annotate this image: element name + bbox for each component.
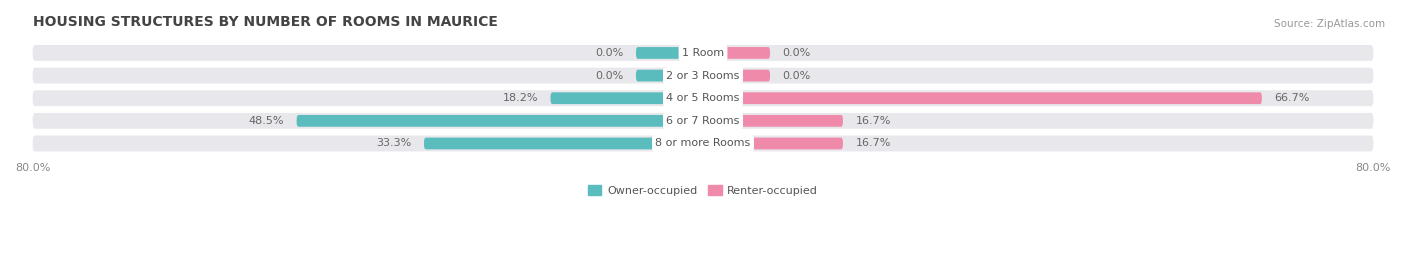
FancyBboxPatch shape: [32, 136, 1374, 151]
Text: 1 Room: 1 Room: [682, 48, 724, 58]
Text: HOUSING STRUCTURES BY NUMBER OF ROOMS IN MAURICE: HOUSING STRUCTURES BY NUMBER OF ROOMS IN…: [32, 15, 498, 29]
FancyBboxPatch shape: [32, 90, 1374, 106]
Text: 0.0%: 0.0%: [783, 70, 811, 81]
Text: 18.2%: 18.2%: [502, 93, 538, 103]
FancyBboxPatch shape: [703, 70, 770, 82]
Text: 2 or 3 Rooms: 2 or 3 Rooms: [666, 70, 740, 81]
Text: 0.0%: 0.0%: [783, 48, 811, 58]
Text: 6 or 7 Rooms: 6 or 7 Rooms: [666, 116, 740, 126]
Legend: Owner-occupied, Renter-occupied: Owner-occupied, Renter-occupied: [583, 181, 823, 200]
FancyBboxPatch shape: [551, 92, 703, 104]
FancyBboxPatch shape: [703, 138, 844, 149]
Text: 33.3%: 33.3%: [377, 139, 412, 148]
FancyBboxPatch shape: [32, 113, 1374, 129]
Text: 8 or more Rooms: 8 or more Rooms: [655, 139, 751, 148]
Text: 0.0%: 0.0%: [595, 70, 623, 81]
FancyBboxPatch shape: [703, 115, 844, 127]
FancyBboxPatch shape: [636, 47, 703, 59]
Text: 16.7%: 16.7%: [855, 116, 891, 126]
FancyBboxPatch shape: [703, 92, 1261, 104]
FancyBboxPatch shape: [32, 45, 1374, 61]
FancyBboxPatch shape: [703, 47, 770, 59]
Text: 4 or 5 Rooms: 4 or 5 Rooms: [666, 93, 740, 103]
Text: 0.0%: 0.0%: [595, 48, 623, 58]
FancyBboxPatch shape: [636, 70, 703, 82]
FancyBboxPatch shape: [425, 138, 703, 149]
Text: 66.7%: 66.7%: [1274, 93, 1310, 103]
FancyBboxPatch shape: [32, 68, 1374, 83]
FancyBboxPatch shape: [297, 115, 703, 127]
Text: 16.7%: 16.7%: [855, 139, 891, 148]
Text: Source: ZipAtlas.com: Source: ZipAtlas.com: [1274, 19, 1385, 29]
Text: 48.5%: 48.5%: [249, 116, 284, 126]
